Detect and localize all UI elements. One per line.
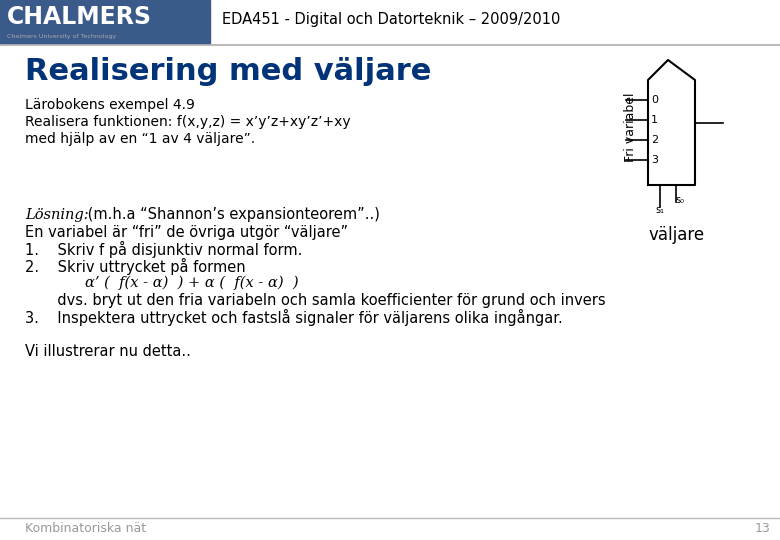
Text: Fri variabel: Fri variabel (623, 93, 636, 162)
Text: 3: 3 (651, 155, 658, 165)
Text: 1: 1 (651, 115, 658, 125)
Text: Lösning:: Lösning: (25, 208, 89, 222)
Text: α’ (  f(x - α)  ) + α (  f(x - α)  ): α’ ( f(x - α) ) + α ( f(x - α) ) (85, 276, 299, 290)
Text: 1.    Skriv f på disjunktiv normal form.: 1. Skriv f på disjunktiv normal form. (25, 240, 303, 258)
Text: Realisera funktionen: f(x,y,z) = x’y’z+xy’z’+xy: Realisera funktionen: f(x,y,z) = x’y’z+x… (25, 115, 351, 129)
Text: 2: 2 (651, 135, 658, 145)
Text: Chalmers University of Technology: Chalmers University of Technology (7, 34, 116, 39)
Text: s₀: s₀ (675, 195, 684, 205)
Text: En variabel är “fri” de övriga utgör “väljare”: En variabel är “fri” de övriga utgör “vä… (25, 225, 348, 240)
Text: (m.h.a “Shannon’s expansionteorem”..): (m.h.a “Shannon’s expansionteorem”..) (83, 207, 380, 222)
Text: EDA451 - Digital och Datorteknik – 2009/2010: EDA451 - Digital och Datorteknik – 2009/… (222, 12, 560, 27)
Text: Kombinatoriska nät: Kombinatoriska nät (25, 522, 146, 535)
Text: 13: 13 (755, 522, 771, 535)
Text: 0: 0 (651, 95, 658, 105)
Text: Lärobokens exempel 4.9: Lärobokens exempel 4.9 (25, 98, 195, 112)
Text: 3.    Inspektera uttrycket och fastslå signaler för väljarens olika ingångar.: 3. Inspektera uttrycket och fastslå sign… (25, 308, 562, 326)
Text: s₁: s₁ (655, 205, 664, 215)
Text: CHALMERS: CHALMERS (7, 4, 152, 29)
Text: med hjälp av en “1 av 4 väljare”.: med hjälp av en “1 av 4 väljare”. (25, 132, 255, 146)
Text: dvs. bryt ut den fria variabeln och samla koefficienter för grund och invers: dvs. bryt ut den fria variabeln och saml… (25, 293, 605, 307)
Text: Vi illustrerar nu detta..: Vi illustrerar nu detta.. (25, 343, 191, 359)
Text: 2.    Skriv uttrycket på formen: 2. Skriv uttrycket på formen (25, 258, 246, 274)
Text: Realisering med väljare: Realisering med väljare (25, 57, 431, 86)
Text: väljare: väljare (648, 226, 704, 244)
Bar (0, 0, 210, 43)
